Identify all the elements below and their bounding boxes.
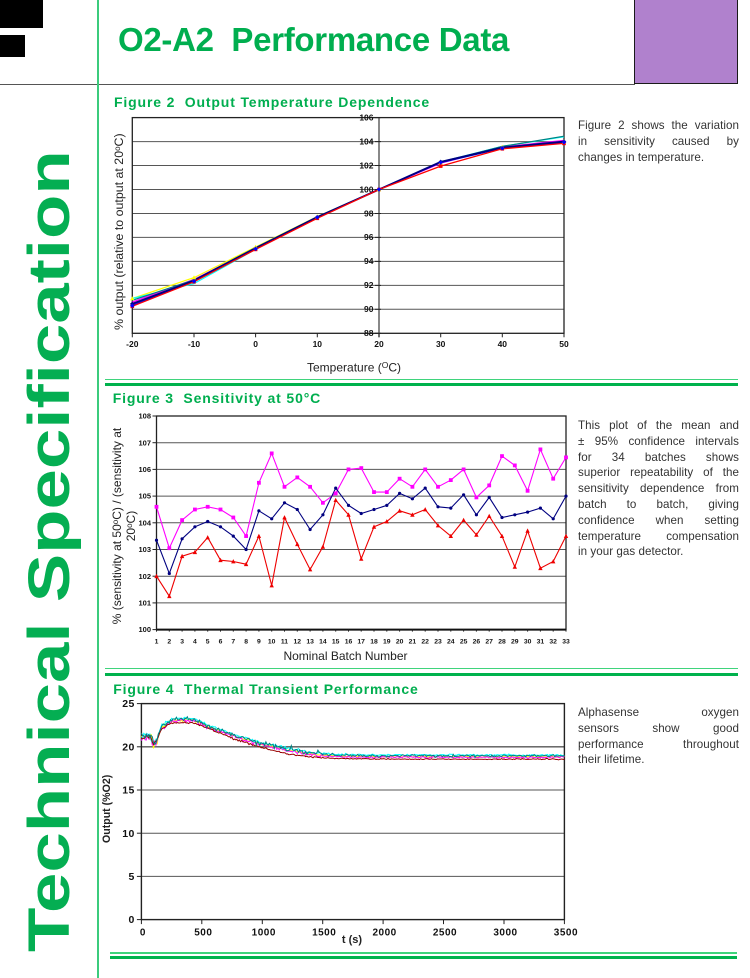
svg-text:0: 0 [140, 928, 146, 939]
svg-text:108: 108 [138, 412, 151, 421]
svg-text:13: 13 [306, 639, 314, 646]
svg-text:23: 23 [434, 639, 442, 646]
svg-text:30: 30 [436, 339, 446, 349]
svg-text:21: 21 [409, 639, 417, 646]
svg-text:50: 50 [559, 339, 569, 349]
svg-text:98: 98 [364, 208, 374, 218]
svg-text:101: 101 [138, 599, 151, 608]
svg-text:500: 500 [194, 928, 212, 939]
svg-text:102: 102 [359, 160, 373, 170]
svg-text:10: 10 [122, 828, 135, 840]
svg-text:8: 8 [244, 639, 248, 646]
svg-text:100: 100 [359, 184, 373, 194]
svg-text:90: 90 [364, 304, 374, 314]
svg-text:15: 15 [332, 639, 340, 646]
svg-text:103: 103 [138, 545, 151, 554]
svg-text:20: 20 [374, 339, 384, 349]
svg-text:25: 25 [122, 698, 135, 710]
svg-text:94: 94 [364, 256, 374, 266]
svg-text:3: 3 [180, 639, 184, 646]
svg-text:96: 96 [364, 232, 374, 242]
svg-text:104: 104 [138, 518, 151, 527]
svg-text:105: 105 [138, 492, 151, 501]
svg-text:2000: 2000 [372, 928, 396, 939]
svg-text:7: 7 [231, 639, 235, 646]
svg-text:25: 25 [460, 639, 468, 646]
svg-text:3000: 3000 [493, 928, 517, 939]
svg-text:5: 5 [129, 871, 135, 883]
svg-text:15: 15 [122, 785, 135, 797]
svg-text:24: 24 [447, 639, 455, 646]
svg-text:22: 22 [421, 639, 429, 646]
svg-text:-10: -10 [188, 339, 201, 349]
svg-text:14: 14 [319, 639, 327, 646]
svg-text:9: 9 [257, 639, 261, 646]
svg-text:2: 2 [167, 639, 171, 646]
svg-text:26: 26 [473, 639, 481, 646]
svg-text:20: 20 [396, 639, 404, 646]
svg-text:19: 19 [383, 639, 391, 646]
svg-text:104: 104 [359, 136, 373, 146]
svg-text:3500: 3500 [554, 928, 578, 939]
svg-text:88: 88 [364, 328, 374, 338]
svg-text:32: 32 [549, 639, 557, 646]
svg-text:5: 5 [206, 639, 210, 646]
svg-text:107: 107 [138, 438, 151, 447]
svg-text:33: 33 [562, 639, 570, 646]
svg-text:1: 1 [155, 639, 159, 646]
svg-text:10: 10 [313, 339, 323, 349]
svg-text:28: 28 [498, 639, 506, 646]
svg-text:11: 11 [281, 639, 288, 646]
svg-text:106: 106 [359, 112, 373, 122]
svg-text:16: 16 [345, 639, 353, 646]
svg-text:29: 29 [511, 639, 519, 646]
svg-text:40: 40 [498, 339, 508, 349]
svg-text:10: 10 [268, 639, 276, 646]
svg-text:92: 92 [364, 280, 374, 290]
svg-text:0: 0 [253, 339, 258, 349]
svg-text:12: 12 [294, 639, 302, 646]
svg-text:1000: 1000 [252, 928, 276, 939]
svg-text:100: 100 [138, 625, 151, 634]
svg-text:2500: 2500 [433, 928, 457, 939]
svg-text:1500: 1500 [312, 928, 336, 939]
svg-text:106: 106 [138, 465, 151, 474]
svg-text:6: 6 [219, 639, 223, 646]
svg-text:102: 102 [138, 572, 151, 581]
svg-text:27: 27 [485, 639, 493, 646]
svg-text:17: 17 [357, 639, 365, 646]
svg-text:30: 30 [524, 639, 532, 646]
svg-text:18: 18 [370, 639, 378, 646]
svg-text:31: 31 [537, 639, 545, 646]
svg-text:0: 0 [129, 914, 135, 926]
svg-text:-20: -20 [126, 339, 139, 349]
svg-text:4: 4 [193, 639, 197, 646]
svg-text:20: 20 [122, 741, 135, 753]
